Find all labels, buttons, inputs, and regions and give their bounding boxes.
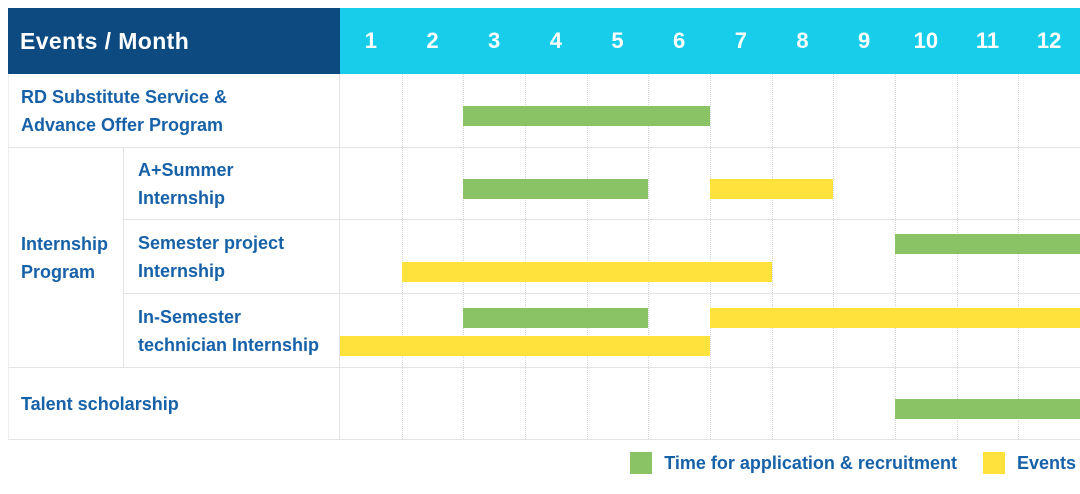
table-title: Events / Month: [20, 27, 190, 54]
month-label: 1: [364, 28, 377, 53]
gantt-strip-rd-substitute: [340, 74, 1080, 148]
gantt-bar-recruitment: [463, 105, 710, 126]
month-label: 6: [673, 28, 686, 53]
group-label-internship-program: Internship Program: [8, 148, 124, 368]
row-label-line: Internship: [138, 187, 226, 208]
row-label-line: Talent scholarship: [21, 393, 179, 414]
legend-item-recruitment: Time for application & recruitment: [630, 452, 957, 474]
row-label-rd-substitute: RD Substitute Service & Advance Offer Pr…: [8, 74, 340, 148]
month-header-strip: 1 2 3 4 5 6 7 8 9 10 11 12: [340, 8, 1080, 74]
gantt-bar-recruitment: [463, 308, 649, 328]
gantt-bar-event: [710, 178, 834, 199]
month-label: 4: [549, 28, 562, 53]
gantt-bar-recruitment: [895, 234, 1080, 254]
month-label: 10: [913, 28, 939, 53]
table-title-cell: Events / Month: [8, 8, 340, 74]
legend: Time for application & recruitment Event…: [630, 452, 1076, 474]
row-label-line: technician Internship: [138, 334, 320, 355]
gantt-strip-talent-scholarship: [340, 368, 1080, 440]
month-label: 2: [426, 28, 439, 53]
month-gridlines: [340, 220, 1080, 293]
row-label-a-plus-summer: A+Summer Internship: [124, 148, 340, 220]
month-label: 9: [858, 28, 871, 53]
month-label: 7: [734, 28, 747, 53]
gantt-bar-event: [401, 262, 772, 282]
month-gridlines: [340, 294, 1080, 367]
group-label-line: Program: [21, 261, 96, 282]
gantt-strip-in-semester-technician: [340, 294, 1080, 368]
row-label-line: Advance Offer Program: [21, 114, 224, 135]
gantt-strip-semester-project: [340, 220, 1080, 294]
gantt-bar-event: [710, 308, 1080, 328]
row-label-line: A+Summer: [138, 159, 234, 180]
row-label-talent-scholarship: Talent scholarship: [8, 368, 340, 440]
legend-label-events: Events: [1016, 452, 1076, 473]
month-label: 8: [796, 28, 809, 53]
row-label-in-semester-technician: In-Semester technician Internship: [124, 294, 340, 368]
gantt-bar-recruitment: [895, 398, 1080, 419]
month-label: 11: [975, 28, 1000, 53]
gantt-bar-event: [340, 336, 710, 356]
gantt-bar-recruitment: [463, 178, 649, 199]
month-label: 5: [611, 28, 624, 53]
row-label-line: In-Semester: [138, 306, 242, 327]
events-color-swatch: [982, 452, 1005, 474]
legend-label-recruitment: Time for application & recruitment: [664, 452, 957, 473]
row-label-line: Internship: [138, 260, 226, 281]
row-label-line: RD Substitute Service &: [21, 86, 228, 107]
month-label: 12: [1036, 28, 1062, 53]
month-label: 3: [488, 28, 501, 53]
events-month-table: Events / Month 1 2 3 4 5 6 7 8 9 10 11 12 RD Substi…: [8, 8, 1080, 440]
gantt-strip-a-plus-summer: [340, 148, 1080, 220]
month-gridlines: [340, 74, 1080, 147]
recruitment-color-swatch: [630, 452, 653, 474]
legend-item-events: Events: [982, 452, 1076, 474]
group-label-line: Internship: [21, 233, 109, 254]
row-label-semester-project: Semester project Internship: [124, 220, 340, 294]
row-label-line: Semester project: [138, 232, 285, 253]
